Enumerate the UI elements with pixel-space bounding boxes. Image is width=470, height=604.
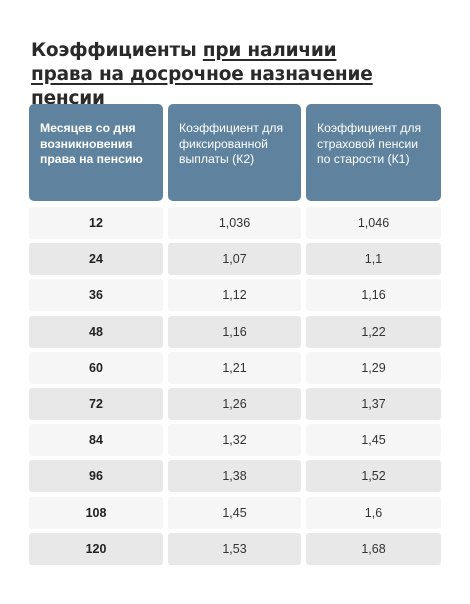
cell-k2: 1,38: [168, 460, 301, 492]
cell-k1: 1,046: [306, 207, 441, 239]
title-part-1: Коэффициенты: [31, 40, 203, 61]
cell-k1: 1,45: [306, 424, 441, 456]
cell-months: 60: [29, 352, 163, 384]
cell-k2: 1,21: [168, 352, 301, 384]
cell-k2: 1,45: [168, 497, 301, 529]
cell-k2: 1,036: [168, 207, 301, 239]
cell-k2: 1,26: [168, 388, 301, 420]
cell-months: 36: [29, 279, 163, 311]
cell-k2: 1,07: [168, 243, 301, 275]
page-title: Коэффициенты при наличии права на досроч…: [31, 39, 451, 111]
cell-k2: 1,16: [168, 316, 301, 348]
cell-months: 72: [29, 388, 163, 420]
cell-k1: 1,16: [306, 279, 441, 311]
cell-months: 24: [29, 243, 163, 275]
cell-months: 108: [29, 497, 163, 529]
cell-k1: 1,1: [306, 243, 441, 275]
cell-k2: 1,12: [168, 279, 301, 311]
cell-k2: 1,32: [168, 424, 301, 456]
cell-months: 48: [29, 316, 163, 348]
cell-months: 96: [29, 460, 163, 492]
header-months: Месяцев со дня возникновения права на пе…: [29, 104, 163, 201]
cell-months: 84: [29, 424, 163, 456]
title-line-2-underlined: права на досрочное назначение пенсии: [31, 64, 373, 109]
cell-k1: 1,6: [306, 497, 441, 529]
cell-k1: 1,52: [306, 460, 441, 492]
cell-k1: 1,29: [306, 352, 441, 384]
title-part-2-underlined: при наличии: [202, 40, 337, 61]
header-k2: Коэффициент для фиксированной выплаты (К…: [168, 104, 301, 201]
cell-months: 120: [29, 533, 163, 565]
header-k1: Коэффициент для страховой пенсии по стар…: [306, 104, 441, 201]
cell-k1: 1,68: [306, 533, 441, 565]
cell-k1: 1,22: [306, 316, 441, 348]
cell-months: 12: [29, 207, 163, 239]
cell-k1: 1,37: [306, 388, 441, 420]
cell-k2: 1,53: [168, 533, 301, 565]
